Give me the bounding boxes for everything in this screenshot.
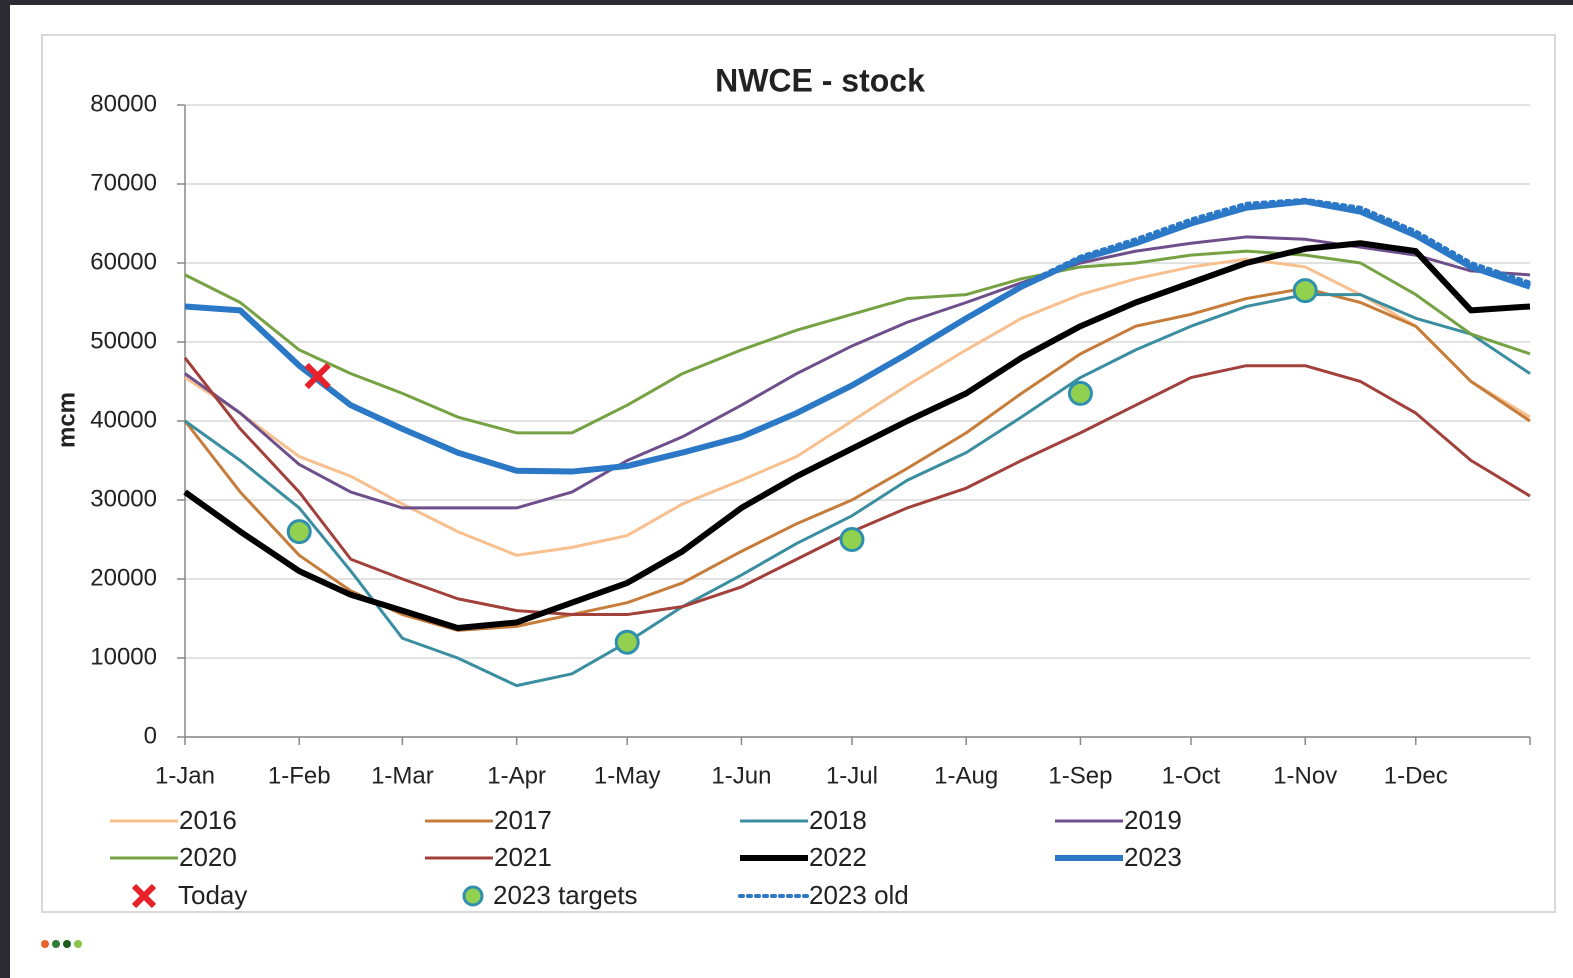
y-tick-label: 20000 <box>90 564 157 591</box>
target-marker <box>1292 278 1318 304</box>
x-tick-label: 1-Jun <box>711 762 771 789</box>
y-tick-label: 30000 <box>90 485 157 512</box>
series-line <box>184 257 1531 557</box>
y-tick-label: 80000 <box>90 90 157 117</box>
y-axis-label: mcm <box>53 392 80 448</box>
x-tick-label: 1-Jul <box>826 762 878 789</box>
x-tick-label: 1-Mar <box>371 762 434 789</box>
y-tick-label: 0 <box>144 722 157 749</box>
legend-label: 2017 <box>494 805 552 835</box>
target-marker <box>839 527 865 552</box>
legend-label: 2018 <box>809 805 867 835</box>
y-tick-label: 50000 <box>90 327 157 354</box>
target-marker <box>614 629 640 655</box>
legend-label: 2023 old <box>809 880 909 910</box>
series-line <box>183 240 1531 631</box>
legend-label: 2016 <box>179 805 237 835</box>
legend-label: 2022 <box>809 842 867 872</box>
today-marker <box>304 362 331 390</box>
x-tick-label: 1-Dec <box>1384 762 1448 789</box>
x-tick-label: 1-Feb <box>268 762 331 789</box>
legend-swatch <box>462 885 484 907</box>
legend-label: 2019 <box>1124 805 1182 835</box>
target-marker <box>1067 380 1093 406</box>
x-tick-label: 1-May <box>594 762 661 789</box>
series-line <box>184 235 1531 510</box>
x-tick-label: 1-Jan <box>155 762 215 789</box>
legend-label: 2020 <box>179 842 237 872</box>
x-tick-label: 1-Sep <box>1048 762 1112 789</box>
series-line <box>184 249 1531 435</box>
x-tick-label: 1-Oct <box>1162 762 1221 789</box>
legend-label: Today <box>178 880 247 910</box>
series-line <box>1019 197 1532 288</box>
x-tick-label: 1-Aug <box>934 762 998 789</box>
y-tick-label: 60000 <box>90 248 157 275</box>
chart-title: NWCE - stock <box>715 62 925 98</box>
legend-label: 2021 <box>494 842 552 872</box>
target-marker <box>286 519 312 545</box>
y-tick-label: 40000 <box>90 406 157 433</box>
x-tick-label: 1-Apr <box>487 762 546 789</box>
legend-label: 2023 targets <box>493 880 638 910</box>
x-tick-label: 1-Nov <box>1273 762 1337 789</box>
y-tick-label: 70000 <box>90 169 157 196</box>
brand-dots <box>41 940 82 948</box>
legend-label: 2023 <box>1124 842 1182 872</box>
y-tick-label: 10000 <box>90 643 157 670</box>
legend-swatch <box>131 883 157 909</box>
